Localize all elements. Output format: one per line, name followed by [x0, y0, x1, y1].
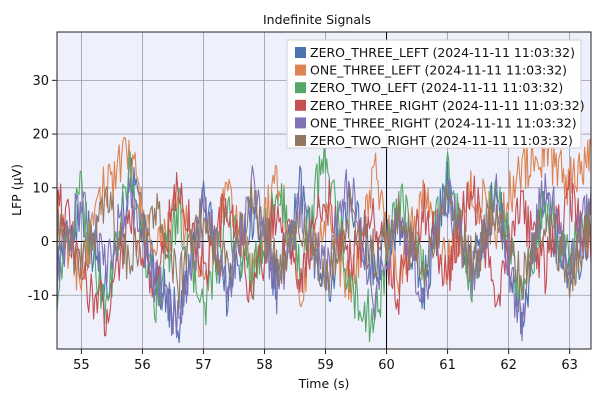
y-tick-label: 10 — [32, 181, 49, 196]
y-tick-label: -10 — [28, 289, 49, 304]
x-tick-label: 62 — [500, 358, 517, 373]
x-tick-label: 56 — [134, 358, 151, 373]
legend-entry: ZERO_THREE_LEFT (2024-11-11 11:03:32) — [310, 45, 575, 60]
x-axis-ticks: 55 56 57 58 59 60 61 62 63 — [73, 349, 578, 373]
y-axis-title: LFP (µV) — [9, 164, 24, 216]
x-axis-title: Time (s) — [298, 376, 350, 391]
legend-swatch — [295, 117, 306, 129]
y-axis-ticks: -10 0 10 20 30 — [28, 74, 57, 304]
y-tick-label: 30 — [32, 74, 49, 89]
series-lines — [56, 125, 592, 344]
legend-entry: ZERO_TWO_RIGHT (2024-11-11 11:03:32) — [310, 133, 573, 148]
series-line — [56, 125, 592, 308]
x-tick-label: 59 — [317, 358, 334, 373]
plot-frame — [56, 31, 592, 350]
legend-swatch — [295, 135, 306, 146]
x-tick-label: 63 — [561, 358, 578, 373]
x-tick-label: 58 — [256, 358, 273, 373]
legend-entry: ZERO_THREE_RIGHT (2024-11-11 11:03:32) — [310, 98, 585, 113]
legend-swatch — [295, 47, 306, 58]
series-line — [56, 179, 592, 310]
y-tick-label: 0 — [41, 235, 49, 250]
legend-swatch — [295, 82, 306, 94]
legend-swatch — [295, 64, 306, 76]
legend-entry: ONE_THREE_RIGHT (2024-11-11 11:03:32) — [310, 115, 577, 130]
legend-entry: ONE_THREE_LEFT (2024-11-11 11:03:32) — [310, 63, 567, 78]
legend-box — [286, 39, 582, 149]
legend-swatch — [295, 99, 306, 111]
x-tick-label: 55 — [73, 358, 90, 373]
chart-title: Indefinite Signals — [263, 12, 371, 27]
series-line — [56, 136, 592, 343]
x-tick-label: 60 — [378, 358, 395, 373]
x-tick-label: 57 — [195, 358, 212, 373]
y-tick-label: 20 — [32, 128, 49, 143]
legend-entry: ZERO_TWO_LEFT (2024-11-11 11:03:32) — [310, 80, 563, 95]
legend: ZERO_THREE_LEFT (2024-11-11 11:03:32) ONE… — [286, 39, 585, 149]
x-tick-label: 61 — [439, 358, 456, 373]
